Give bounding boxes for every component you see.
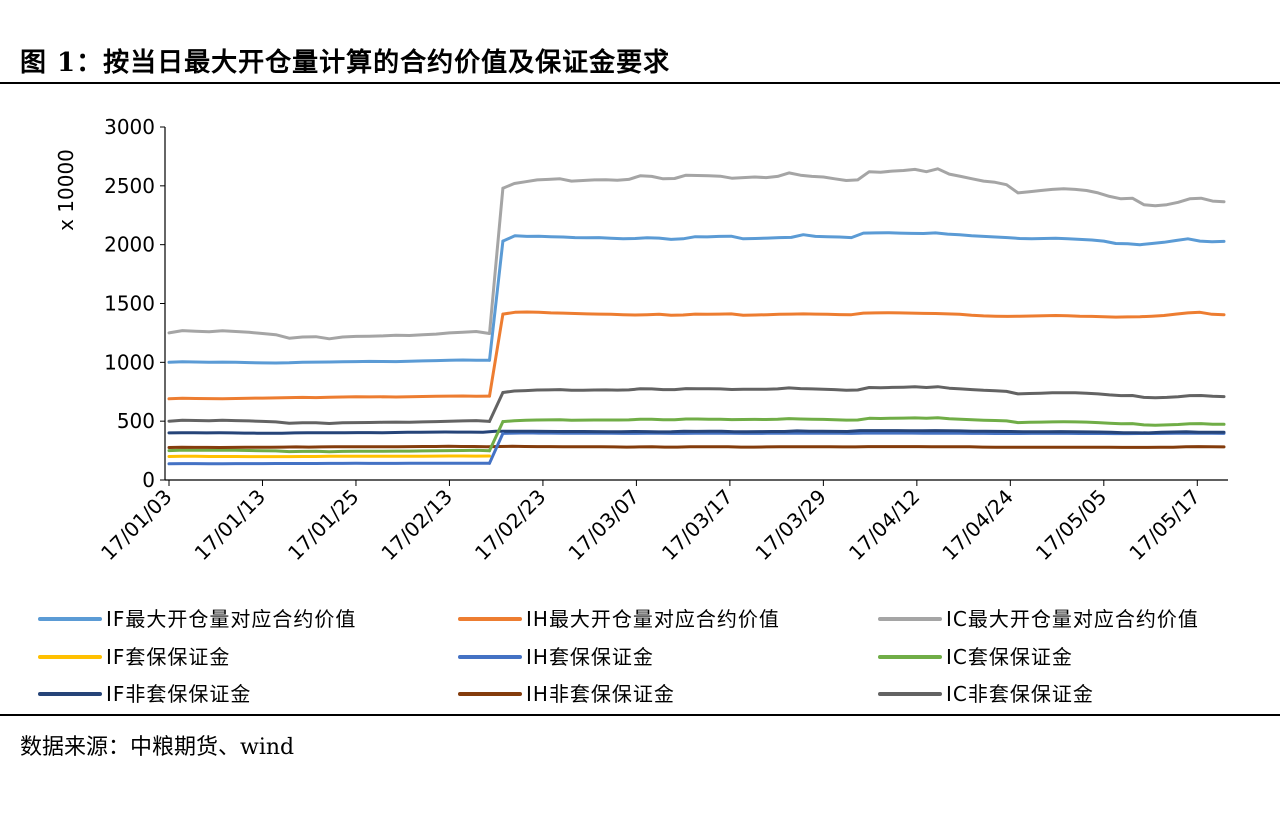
y-tick-label: 1000: [104, 350, 155, 374]
legend-label: IH套保保证金: [526, 645, 654, 669]
series-line: [167, 448, 491, 454]
series-line: [167, 329, 491, 341]
source-note: 数据来源：中粮期货、wind: [20, 735, 295, 760]
legend-label: IH最大开仓量对应合约价值: [526, 607, 780, 631]
y-tick-label: 1500: [104, 292, 155, 316]
series-line: [167, 444, 1226, 449]
x-tick-label: 17/02/13: [376, 485, 456, 565]
x-tick-label: 17/04/12: [844, 485, 924, 565]
chart-series: [167, 167, 1226, 466]
legend-label: IF套保保证金: [106, 645, 230, 669]
x-tick-label: 17/02/23: [470, 485, 550, 565]
title-rule: [0, 82, 1280, 84]
legend-label: IC非套保保证金: [946, 682, 1094, 706]
series-line: [501, 385, 1226, 400]
y-axis-label: x 10000: [54, 149, 78, 231]
y-tick-label: 3000: [104, 115, 155, 139]
y-tick-label: 500: [117, 409, 155, 433]
legend-label: IC套保保证金: [946, 645, 1073, 669]
legend-label: IF非套保保证金: [106, 682, 251, 706]
y-tick-label: 2500: [104, 174, 155, 198]
x-tick-label: 17/01/25: [283, 485, 363, 565]
x-tick-label: 17/01/13: [190, 485, 270, 565]
series-jump-line: [488, 239, 505, 362]
x-tick-label: 17/03/29: [750, 485, 830, 565]
series-line: [167, 461, 491, 466]
x-tick-label: 17/03/07: [563, 485, 643, 565]
series-jump-line: [488, 186, 505, 335]
x-tick-label: 17/05/17: [1124, 485, 1204, 565]
series-line: [167, 418, 491, 425]
series-jump-line: [488, 420, 505, 453]
series-jump-line: [488, 312, 505, 398]
legend-label: IC最大开仓量对应合约价值: [946, 607, 1199, 631]
series-line: [167, 454, 491, 459]
x-tick-label: 17/01/03: [96, 485, 176, 565]
series-line: [167, 394, 491, 401]
legend-label: IH非套保保证金: [526, 682, 675, 706]
figure-title: 图 1：按当日最大开仓量计算的合约价值及保证金要求: [20, 48, 671, 78]
series-jump-line: [488, 391, 505, 423]
y-tick-label: 2000: [104, 233, 155, 257]
series-line: [501, 231, 1226, 247]
series-jump-line: [488, 431, 505, 465]
y-tick-label: 0: [142, 468, 155, 492]
series-line: [501, 167, 1226, 208]
series-line: [167, 358, 491, 365]
x-tick-label: 17/04/24: [937, 485, 1017, 565]
series-line: [501, 416, 1226, 427]
series-line: [501, 310, 1226, 319]
series-line: [167, 429, 1226, 435]
source-rule: [0, 714, 1280, 716]
legend-label: IF最大开仓量对应合约价值: [106, 607, 356, 631]
x-tick-label: 17/03/17: [657, 485, 737, 565]
x-tick-label: 17/05/05: [1031, 485, 1111, 565]
chart-legend: IF最大开仓量对应合约价值 IH最大开仓量对应合约价值 IC最大开仓量对应合约价值 I…: [38, 607, 1199, 706]
